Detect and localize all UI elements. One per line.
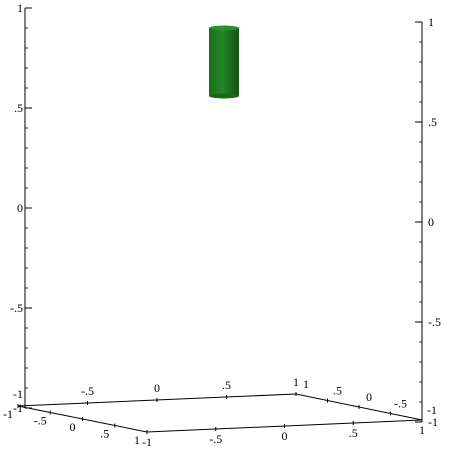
floor-left-tick-label: 0 (70, 420, 76, 434)
green-cylinder (209, 25, 239, 99)
floor-outline (17, 393, 423, 433)
z-right-tick-label: -1 (428, 415, 438, 429)
floor-ticks (17, 392, 423, 434)
floor-back-tick-label: .5 (222, 378, 231, 392)
floor-front-tick-label: 0 (282, 429, 288, 443)
floor-back-tick-label: -1 (13, 387, 23, 401)
floor-left-tick-label: .5 (100, 427, 109, 441)
floor-back-tick-label: 0 (154, 381, 160, 395)
floor-right-tick-label: -1 (427, 403, 437, 417)
z-axis-right-ticks (415, 21, 422, 423)
z-left-tick-label: .5 (14, 101, 23, 115)
floor-left-tick-label: 1 (134, 433, 140, 447)
z-axis-left-ticks (25, 7, 32, 409)
floor-right-tick-label: 1 (303, 377, 309, 391)
floor-front-tick-label: -1 (142, 435, 152, 449)
z-right-tick-label: 0 (428, 215, 434, 229)
floor-left-tick-label: -1 (3, 407, 13, 421)
cylinder-body (209, 28, 239, 96)
floor-back-tick-label: 1 (293, 375, 299, 389)
z-left-tick-label: -1 (13, 401, 23, 415)
cylinder-top (209, 25, 239, 31)
floor-front-tick-label: .5 (349, 426, 358, 440)
cylinder-bottom (209, 93, 239, 99)
floor-right-tick-label: .5 (333, 384, 342, 398)
z-right-tick-label: 1 (428, 15, 434, 29)
floor-back-tick-label: -.5 (81, 384, 94, 398)
floor-front-tick-label: 1 (419, 423, 425, 437)
z-left-tick-label: 0 (17, 201, 23, 215)
floor-front-tick-label: -.5 (209, 432, 222, 446)
z-left-tick-label: -.5 (10, 301, 23, 315)
floor-right-tick-label: -.5 (394, 397, 407, 411)
floor-right-tick-label: 0 (366, 390, 372, 404)
z-right-tick-label: .5 (428, 115, 437, 129)
z-left-tick-label: 1 (17, 1, 23, 15)
floor-left-tick-label: -.5 (34, 414, 47, 428)
z-right-tick-label: -.5 (428, 315, 441, 329)
